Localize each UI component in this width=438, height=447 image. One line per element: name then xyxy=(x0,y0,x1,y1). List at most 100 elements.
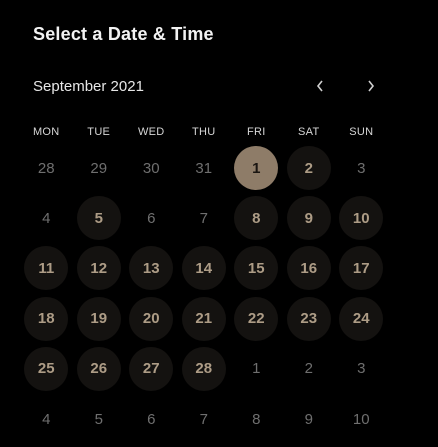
previous-month-button[interactable] xyxy=(305,71,335,101)
calendar-week-row: 4 5 6 7 8 9 10 xyxy=(20,394,438,444)
page-title: Select a Date & Time xyxy=(33,24,214,44)
day-cell: 8 xyxy=(230,193,283,243)
day-button[interactable]: 20 xyxy=(129,296,174,341)
unavailable-day: 4 xyxy=(42,209,51,227)
calendar-week-row: 28 29 30 31 1 2 3 xyxy=(20,143,438,193)
day-button[interactable]: 9 xyxy=(286,196,331,241)
adjacent-month-day: 3 xyxy=(357,360,366,378)
day-cell: 11 xyxy=(20,243,73,293)
day-button[interactable]: 8 xyxy=(234,196,279,241)
day-cell: 8 xyxy=(230,394,283,444)
month-label: September 2021 xyxy=(33,78,144,95)
adjacent-month-day: 10 xyxy=(352,410,370,428)
weekday-label-mon: MON xyxy=(32,126,60,138)
day-cell: 3 xyxy=(335,143,388,193)
day-cell: 7 xyxy=(178,193,231,243)
adjacent-month-day: 28 xyxy=(37,159,55,177)
calendar-week-row: 11 12 13 14 15 16 17 xyxy=(20,243,438,293)
calendar-week-row: 25 26 27 28 1 2 3 xyxy=(20,344,438,394)
day-cell: 13 xyxy=(125,243,178,293)
day-cell: 21 xyxy=(178,294,231,344)
day-cell: 6 xyxy=(125,193,178,243)
day-cell: 12 xyxy=(73,243,126,293)
day-cell: 29 xyxy=(73,143,126,193)
unavailable-day: 7 xyxy=(199,209,208,227)
adjacent-month-day: 31 xyxy=(195,159,213,177)
day-cell: 5 xyxy=(73,394,126,444)
day-button[interactable]: 19 xyxy=(76,296,121,341)
adjacent-month-day: 29 xyxy=(90,159,108,177)
day-cell: 2 xyxy=(283,344,336,394)
day-button[interactable]: 28 xyxy=(181,346,226,391)
adjacent-month-day: 9 xyxy=(304,410,313,428)
day-button[interactable]: 18 xyxy=(24,296,69,341)
weekday-header-row: MON TUE WED THU FRI SAT SUN xyxy=(20,121,438,143)
day-button[interactable]: 15 xyxy=(234,246,279,291)
day-button[interactable]: 11 xyxy=(24,246,69,291)
day-cell: 7 xyxy=(178,394,231,444)
day-cell: 5 xyxy=(73,193,126,243)
chevron-right-icon xyxy=(368,80,375,92)
day-cell: 2 xyxy=(283,143,336,193)
day-cell: 31 xyxy=(178,143,231,193)
adjacent-month-day: 5 xyxy=(94,410,103,428)
calendar-grid: MON TUE WED THU FRI SAT SUN 28 29 30 31 1 2 3 4 5 6 7 8 9 1… xyxy=(20,121,438,444)
day-cell: 3 xyxy=(335,344,388,394)
weekday-label-tue: TUE xyxy=(87,126,111,138)
calendar-weeks: 28 29 30 31 1 2 3 4 5 6 7 8 9 10 11 12 13 14 15 16 17 18 19 20 2… xyxy=(20,143,438,444)
day-button[interactable]: 27 xyxy=(129,346,174,391)
day-button[interactable]: 23 xyxy=(286,296,331,341)
day-button[interactable]: 17 xyxy=(339,246,384,291)
day-cell: 10 xyxy=(335,394,388,444)
day-cell: 9 xyxy=(283,193,336,243)
adjacent-month-day: 8 xyxy=(252,410,261,428)
day-button[interactable]: 24 xyxy=(339,296,384,341)
day-button[interactable]: 26 xyxy=(76,346,121,391)
adjacent-month-day: 6 xyxy=(147,410,156,428)
adjacent-month-day: 7 xyxy=(199,410,208,428)
unavailable-day: 6 xyxy=(147,209,156,227)
day-cell: 25 xyxy=(20,344,73,394)
day-button[interactable]: 13 xyxy=(129,246,174,291)
day-cell: 4 xyxy=(20,193,73,243)
weekday-label-fri: FRI xyxy=(246,126,266,138)
day-button[interactable]: 2 xyxy=(286,146,331,191)
adjacent-month-day: 2 xyxy=(304,360,313,378)
chevron-left-icon xyxy=(316,80,323,92)
day-cell: 6 xyxy=(125,394,178,444)
calendar-week-row: 4 5 6 7 8 9 10 xyxy=(20,193,438,243)
day-cell: 17 xyxy=(335,243,388,293)
day-button[interactable]: 14 xyxy=(181,246,226,291)
day-cell: 20 xyxy=(125,294,178,344)
day-cell: 22 xyxy=(230,294,283,344)
day-cell: 9 xyxy=(283,394,336,444)
day-cell: 19 xyxy=(73,294,126,344)
day-cell: 10 xyxy=(335,193,388,243)
next-month-button[interactable] xyxy=(356,71,386,101)
day-cell: 1 xyxy=(230,344,283,394)
day-cell: 30 xyxy=(125,143,178,193)
day-button[interactable]: 22 xyxy=(234,296,279,341)
day-button[interactable]: 21 xyxy=(181,296,226,341)
selected-day-button[interactable]: 1 xyxy=(234,146,279,191)
day-cell: 28 xyxy=(20,143,73,193)
day-button[interactable]: 25 xyxy=(24,346,69,391)
day-cell: 28 xyxy=(178,344,231,394)
day-cell: 24 xyxy=(335,294,388,344)
day-cell: 26 xyxy=(73,344,126,394)
calendar-week-row: 18 19 20 21 22 23 24 xyxy=(20,294,438,344)
day-button[interactable]: 5 xyxy=(76,196,121,241)
weekday-label-sat: SAT xyxy=(298,126,320,138)
day-cell: 23 xyxy=(283,294,336,344)
weekday-label-thu: THU xyxy=(191,126,216,138)
day-cell: 18 xyxy=(20,294,73,344)
day-cell: 1 xyxy=(230,143,283,193)
day-button[interactable]: 16 xyxy=(286,246,331,291)
day-cell: 4 xyxy=(20,394,73,444)
weekday-label-wed: WED xyxy=(137,126,165,138)
day-cell: 16 xyxy=(283,243,336,293)
day-button[interactable]: 12 xyxy=(76,246,121,291)
adjacent-month-day: 4 xyxy=(42,410,51,428)
day-cell: 15 xyxy=(230,243,283,293)
day-button[interactable]: 10 xyxy=(339,196,384,241)
